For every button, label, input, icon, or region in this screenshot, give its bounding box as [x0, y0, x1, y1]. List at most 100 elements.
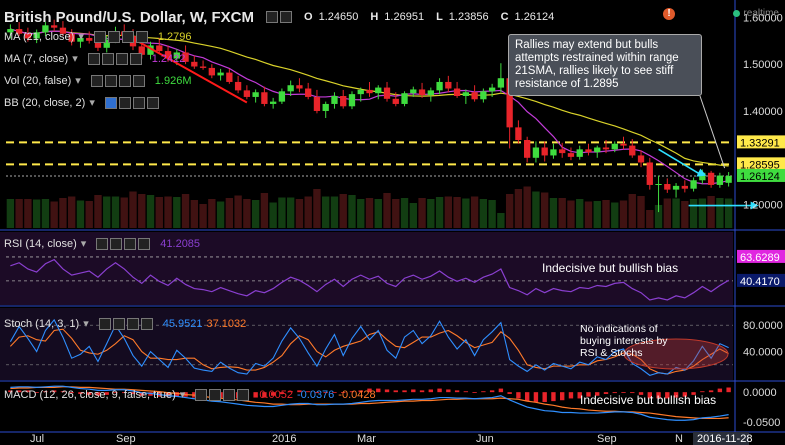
candle — [611, 141, 618, 153]
candle — [681, 180, 688, 193]
macd-histogram-bar — [656, 392, 661, 399]
candle-body — [681, 185, 688, 189]
volume-bar — [576, 199, 584, 228]
stoch-legend[interactable]: Stoch (14, 3, 1) ▾ 45.9521 37.1032 — [4, 317, 247, 330]
candle — [348, 91, 356, 110]
vol-legend[interactable]: Vol (20, false) ▾ 1.926M — [4, 74, 192, 87]
ma7-legend[interactable]: MA (7, close) ▾ 1.2422 — [4, 52, 186, 65]
candle-body — [182, 52, 189, 62]
price-tick-label: 1.50000 — [743, 59, 783, 71]
candle — [497, 63, 505, 93]
macd-histogram-bar — [78, 392, 83, 394]
candle-body — [646, 162, 653, 185]
rsi-legend[interactable]: RSI (14, close) ▾ 41.2085 — [4, 237, 201, 250]
candle — [147, 41, 154, 60]
candle-body — [42, 25, 49, 33]
candle — [51, 19, 58, 32]
candle — [541, 141, 548, 162]
candle-body — [15, 29, 23, 34]
macd-histogram-bar — [69, 392, 74, 394]
candle-body — [191, 61, 198, 67]
candle-body — [550, 149, 557, 156]
vol-value: 1.926M — [154, 74, 192, 87]
macd-line — [10, 385, 729, 421]
candle-body — [217, 72, 224, 76]
volume-bar — [313, 189, 321, 228]
candle — [340, 89, 347, 109]
candle — [576, 145, 583, 160]
candle — [427, 87, 434, 102]
macd-histogram-bar — [472, 392, 477, 393]
macd-histogram-bar — [393, 390, 398, 393]
candle-body — [296, 85, 303, 89]
volume-bar — [628, 194, 636, 228]
volume-bar — [497, 213, 505, 228]
stoch-k-line — [9, 318, 729, 376]
price-label-text: 1.33291 — [740, 137, 780, 149]
volume-bar — [76, 200, 85, 228]
macd-value-3: -0.0428 — [338, 388, 376, 401]
price-tick-label: 1.40000 — [743, 106, 783, 118]
volume-bar — [453, 197, 461, 228]
candle-body — [672, 185, 680, 190]
volume-bar — [138, 194, 146, 228]
stoch-annotation-line: No indications of — [580, 323, 658, 335]
volume-bar — [216, 201, 225, 228]
stoch-d-line — [9, 328, 729, 375]
macd-histogram-bar — [174, 392, 179, 397]
candle-body — [24, 33, 32, 39]
time-tick-label: Jun — [476, 433, 494, 445]
price-label-box — [737, 168, 785, 182]
macd-histogram-bar — [446, 389, 451, 393]
ma7-label: MA (7, close) — [4, 52, 69, 65]
volume-bar — [234, 195, 242, 228]
rsi-level-text: 40.4170 — [740, 276, 780, 288]
symbol-title[interactable]: British Pound/U.S. Dollar, W, FXCM — [4, 8, 255, 26]
macd-histogram-bar — [630, 392, 635, 394]
ma21-legend[interactable]: MA (21, close) ▾ 1.2796 — [4, 30, 192, 43]
macd-histogram-bar — [647, 392, 652, 399]
down-arrow-line — [658, 148, 703, 177]
volume-bar — [602, 200, 610, 228]
candle — [567, 147, 575, 161]
macd-histogram-bar — [551, 392, 556, 402]
candle-body — [383, 87, 391, 99]
volume-bar — [304, 196, 312, 228]
candle-body — [462, 92, 470, 96]
candle-body — [103, 39, 110, 48]
volume-bar — [619, 200, 628, 228]
macd-histogram-bar — [297, 390, 302, 393]
candle-body — [252, 92, 259, 97]
macd-histogram-bar — [104, 392, 109, 395]
macd-histogram-bar — [367, 388, 372, 393]
candle-body — [453, 88, 461, 96]
bb-legend[interactable]: BB (20, close, 2) ▾ — [4, 96, 159, 109]
candle-body — [401, 93, 408, 104]
header-buttons[interactable] — [266, 11, 293, 23]
warning-icon[interactable]: ! — [663, 8, 675, 20]
down-arrowhead-icon — [696, 168, 707, 177]
volume-bar — [199, 204, 207, 228]
candle-body — [418, 89, 426, 96]
candle — [375, 85, 382, 100]
price-tick-label: 1.60000 — [743, 12, 783, 24]
candle-body — [707, 172, 715, 185]
macd-tick-label: 0.0000 — [743, 387, 777, 399]
candle-body — [77, 37, 84, 42]
candle — [15, 22, 23, 37]
macd-histogram-bar — [288, 391, 293, 393]
candle — [7, 24, 14, 39]
volume-bar — [269, 202, 277, 228]
volume-bar — [409, 203, 417, 228]
rsi-level-box — [737, 249, 785, 263]
candle — [383, 81, 391, 102]
candle — [716, 172, 724, 188]
volume-bar — [348, 195, 356, 228]
macd-histogram-bar — [524, 392, 530, 402]
macd-legend[interactable]: MACD (12, 26, close, 9, false, true) ▾ 0.… — [4, 388, 376, 401]
price-label-text: 1.28595 — [740, 159, 780, 171]
candle-body — [602, 147, 610, 150]
candle-body — [156, 45, 163, 52]
macd-histogram-bar — [691, 392, 696, 395]
volume-bar — [663, 198, 671, 228]
